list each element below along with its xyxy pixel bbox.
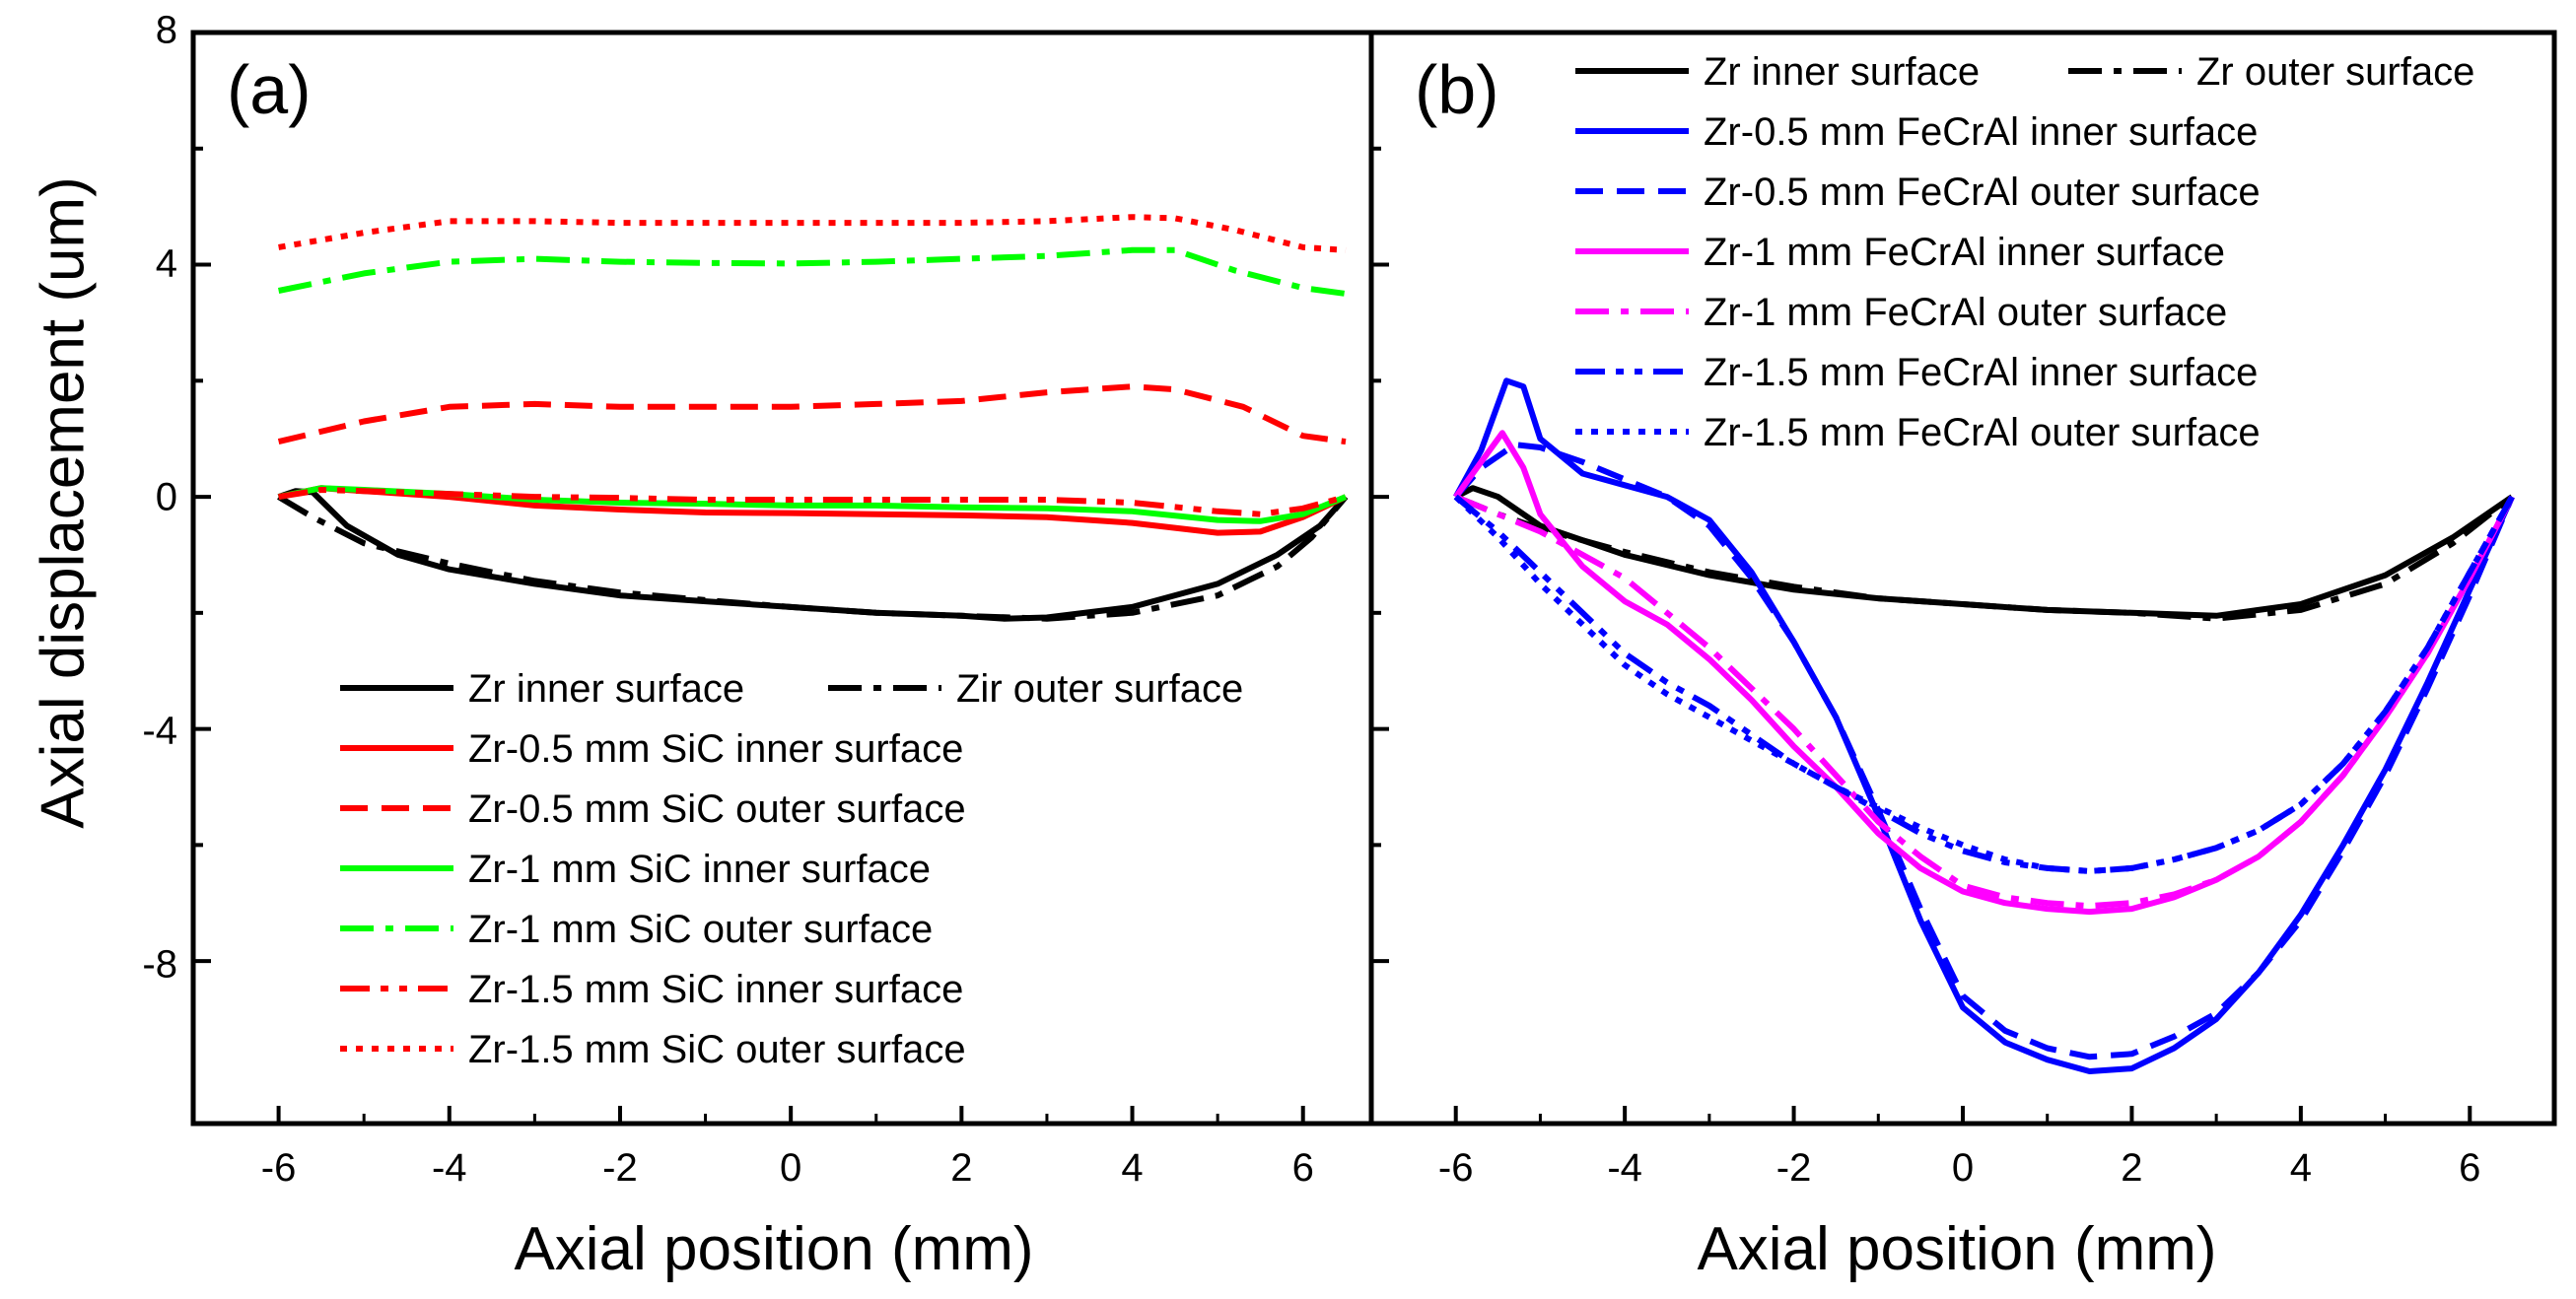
legend-label: Zr-0.5 mm FeCrAl outer surface [1704, 171, 2261, 214]
legend-label: Zr-1 mm SiC outer surface [468, 908, 933, 951]
series-line [1454, 494, 2514, 622]
legend-label: Zr outer surface [2196, 50, 2474, 94]
y-tick-label: 8 [156, 9, 177, 52]
legend-label: Zr-1.5 mm FeCrAl outer surface [1704, 411, 2261, 454]
legend-a: Zr inner surface Zir outer surface Zr-0.5 … [340, 667, 1243, 1071]
y-tick-labels: 8 4 0 -4 -8 [142, 9, 177, 987]
x-axis-title-b: Axial position (mm) [1697, 1215, 2216, 1283]
x-tick-label: 0 [1952, 1146, 1974, 1190]
series-line [278, 246, 1347, 297]
panel-b: (b) Zr inner surface Zr outer surface Zr-0… [1369, 31, 2556, 1283]
x-tick-labels-a: -6 -4 -2 0 2 4 6 [261, 1146, 1314, 1190]
x-tick-label: 2 [2121, 1146, 2142, 1190]
x-axis-title-a: Axial position (mm) [514, 1215, 1033, 1283]
series-group-a [277, 214, 1349, 622]
series-line [277, 485, 1348, 524]
legend-label: Zr-1 mm FeCrAl inner surface [1704, 231, 2225, 274]
legend-label: Zr-0.5 mm SiC outer surface [468, 787, 966, 831]
legend-label: Zr inner surface [1704, 50, 1980, 94]
series-group-b [1453, 377, 2515, 1074]
panel-label-b: (b) [1415, 51, 1499, 128]
legend-label: Zr-1 mm SiC inner surface [468, 848, 931, 891]
legend-label: Zr-1.5 mm SiC inner surface [468, 968, 963, 1011]
x-tick-label: -2 [602, 1146, 638, 1190]
x-tick-label: 6 [2459, 1146, 2480, 1190]
series-line [1454, 494, 2515, 910]
x-tick-label: 4 [1121, 1146, 1143, 1190]
legend-label: Zr inner surface [468, 667, 744, 711]
series-line [278, 487, 1347, 517]
series-line [277, 383, 1347, 445]
legend-label: Zr-1.5 mm SiC outer surface [468, 1028, 966, 1071]
x-tick-label: 4 [2290, 1146, 2312, 1190]
x-tick-label: 2 [950, 1146, 972, 1190]
x-tick-label: 0 [780, 1146, 801, 1190]
panel-label-a: (a) [227, 51, 312, 128]
series-line [278, 214, 1347, 253]
x-tick-labels-b: -6 -4 -2 0 2 4 6 [1438, 1146, 2480, 1190]
legend-label: Zr-0.5 mm SiC inner surface [468, 727, 963, 771]
legend-label: Zr-1.5 mm FeCrAl inner surface [1704, 351, 2258, 394]
series-line [277, 494, 1349, 622]
legend-b: Zr inner surface Zr outer surface Zr-0.5 m… [1575, 50, 2474, 454]
x-tick-label: -6 [261, 1146, 297, 1190]
x-tick-label: -4 [1607, 1146, 1642, 1190]
x-tick-label: -6 [1438, 1146, 1474, 1190]
x-tick-label: 6 [1292, 1146, 1314, 1190]
y-tick-label: -8 [142, 943, 177, 987]
legend-label: Zir outer surface [956, 667, 1243, 711]
plot-frame-b [1368, 30, 2557, 1127]
y-tick-label: 4 [156, 242, 177, 286]
x-tick-label: -2 [1776, 1146, 1812, 1190]
series-line [1453, 494, 2515, 874]
legend-label: Zr-0.5 mm FeCrAl inner surface [1704, 110, 2258, 154]
y-tick-label: 0 [156, 476, 177, 519]
series-line [1453, 442, 2515, 1060]
panel-a: (a) Zr inner surface Zir outer surface Zr-… [191, 31, 1349, 1283]
y-axis-title: Axial displacement (um) [29, 176, 97, 829]
y-tick-label: -4 [142, 710, 177, 753]
x-tick-label: -4 [432, 1146, 467, 1190]
legend-label: Zr-1 mm FeCrAl outer surface [1704, 291, 2227, 334]
